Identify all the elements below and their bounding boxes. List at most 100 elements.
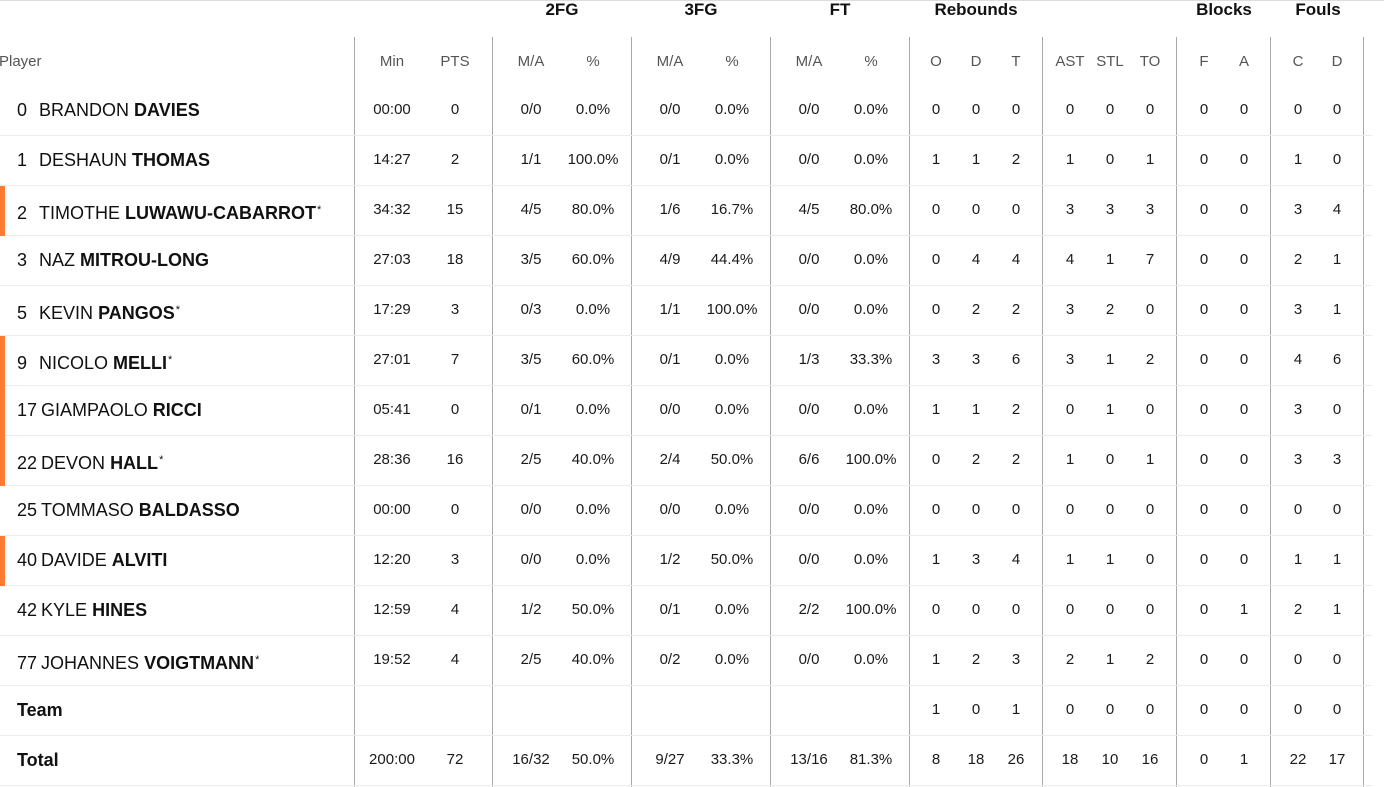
player-row[interactable]: 25 TOMMASO BALDASSO 00:00 0 0/0 0.0% 0/0 0.0% 0/… [0,486,1372,536]
column-header-blk-f[interactable]: F [1199,53,1209,70]
on-court-indicator [0,386,5,436]
stat-foul-d: 1 [1332,301,1342,318]
column-header-stl[interactable]: STL [1096,53,1124,70]
stat-foul-c: 4 [1293,351,1303,368]
stat-ft-ma: 0/0 [798,101,820,118]
row-divider [0,535,1372,536]
stat-ft-ma: 0/0 [798,151,820,168]
group-header-rebounds: Rebounds [934,0,1018,19]
player-name[interactable]: 22 DEVON HALL* [17,436,163,486]
stat-to: 1 [1145,451,1155,468]
column-header-fg3-ma[interactable]: M/A [656,53,684,70]
column-header-fg2-pct[interactable]: % [586,53,600,70]
stat-blk-a: 0 [1239,351,1249,368]
column-header-ft-ma[interactable]: M/A [795,53,823,70]
group-header-fouls: Fouls [1295,0,1341,19]
column-header-foul-d[interactable]: D [1331,53,1343,70]
player-row[interactable]: 17 GIAMPAOLO RICCI 05:41 0 0/1 0.0% 0/0 0.0% 0/0… [0,386,1372,436]
column-header-reb-o[interactable]: O [930,53,942,70]
stat-fg3-pct: 0.0% [714,651,750,668]
stat-to: 2 [1145,351,1155,368]
stat-fg2-pct: 60.0% [571,351,615,368]
player-name[interactable]: 25 TOMMASO BALDASSO [17,486,240,536]
stat-blk-a: 1 [1239,751,1249,768]
stat-min: 14:27 [373,151,411,168]
column-header-fg3-pct[interactable]: % [725,53,739,70]
column-divider [770,37,771,787]
column-header-ft-pct[interactable]: % [864,53,878,70]
player-name[interactable]: 77 JOHANNES VOIGTMANN* [17,636,259,686]
player-first-name: TIMOTHE [39,203,121,223]
row-divider [0,235,1372,236]
player-number: 0 [17,100,28,120]
stat-min: 27:03 [373,251,411,268]
player-name[interactable]: 0 BRANDON DAVIES [17,86,200,136]
stat-reb-o: 0 [931,601,941,618]
stat-ft-ma: 0/0 [798,251,820,268]
column-header-ast[interactable]: AST [1055,53,1085,70]
player-first-name: TOMMASO [41,500,134,520]
stat-ast: 3 [1065,301,1075,318]
column-header-foul-c[interactable]: C [1292,53,1304,70]
player-name[interactable]: 2 TIMOTHE LUWAWU-CABARROT* [17,186,321,236]
player-name[interactable]: 5 KEVIN PANGOS* [17,286,180,336]
column-header-to[interactable]: TO [1139,53,1161,70]
player-row[interactable]: 40 DAVIDE ALVITI 12:20 3 0/0 0.0% 1/2 50.0% 0/0 0… [0,536,1372,586]
player-row[interactable]: 5 KEVIN PANGOS* 17:29 3 0/3 0.0% 1/1 100.0% 0/0 0… [0,286,1372,336]
player-last-name: MITROU-LONG [80,250,210,270]
player-row[interactable]: 77 JOHANNES VOIGTMANN* 19:52 4 2/5 40.0% 0/2 0.… [0,636,1372,686]
player-name[interactable]: 42 KYLE HINES [17,586,147,636]
stat-reb-t: 0 [1011,101,1021,118]
stat-reb-o: 0 [931,451,941,468]
stat-ft-ma: 4/5 [798,201,820,218]
column-header-blk-a[interactable]: A [1238,53,1249,70]
player-last-name: PANGOS [98,303,175,323]
stat-reb-d: 3 [971,351,981,368]
stat-min: 19:52 [373,651,411,668]
row-divider [0,285,1372,286]
stat-blk-f: 0 [1199,501,1209,518]
stat-fg2-ma: 0/0 [520,501,542,518]
stat-fg2-pct: 40.0% [571,651,615,668]
total-row[interactable]: Total 200:00 72 16/32 50.0% 9/27 33.3% 13/16 81.… [0,736,1372,786]
player-row[interactable]: 22 DEVON HALL* 28:36 16 2/5 40.0% 2/4 50.0% 6/6 1… [0,436,1372,486]
player-row[interactable]: 1 DESHAUN THOMAS 14:27 2 1/1 100.0% 0/1 0.0% 0/0… [0,136,1372,186]
player-name[interactable]: 9 NICOLO MELLI* [17,336,172,386]
stat-blk-a: 0 [1239,501,1249,518]
column-divider [492,37,493,787]
stat-fg2-ma: 1/1 [520,151,542,168]
player-row[interactable]: 42 KYLE HINES 12:59 4 1/2 50.0% 0/1 0.0% 2/2 100.… [0,586,1372,636]
column-header-reb-t[interactable]: T [1011,53,1021,70]
stat-to: 2 [1145,651,1155,668]
stat-reb-d: 2 [971,301,981,318]
column-header-player[interactable]: Player [0,53,42,70]
player-name[interactable]: 40 DAVIDE ALVITI [17,536,167,586]
team-row[interactable]: Team 1 0 1 0 0 0 0 0 0 0 [0,686,1372,736]
stat-foul-c: 0 [1293,101,1303,118]
stat-to: 3 [1145,201,1155,218]
player-last-name: ALVITI [111,550,168,570]
stat-reb-d: 1 [971,151,981,168]
team-label: Team [17,700,63,720]
player-row[interactable]: 3 NAZ MITROU-LONG 27:03 18 3/5 60.0% 4/9 44.4% 0… [0,236,1372,286]
stat-fg3-ma: 0/1 [659,601,681,618]
player-name[interactable]: 1 DESHAUN THOMAS [17,136,210,186]
player-name[interactable]: 3 NAZ MITROU-LONG [17,236,209,286]
column-header-reb-d[interactable]: D [970,53,982,70]
stat-fg2-pct: 50.0% [571,751,615,768]
player-row[interactable]: 0 BRANDON DAVIES 00:00 0 0/0 0.0% 0/0 0.0% 0/0 0.… [0,86,1372,136]
stat-reb-d: 3 [971,551,981,568]
column-header-fg2-ma[interactable]: M/A [517,53,545,70]
column-header-pts[interactable]: PTS [440,53,470,70]
player-row[interactable]: 9 NICOLO MELLI* 27:01 7 3/5 60.0% 0/1 0.0% 1/3 33… [0,336,1372,386]
column-header-min[interactable]: Min [379,53,405,70]
column-divider [1176,37,1177,787]
stat-pts: 7 [450,351,460,368]
stat-blk-f: 0 [1199,601,1209,618]
row-divider [0,585,1372,586]
stat-to: 0 [1145,101,1155,118]
player-row[interactable]: 2 TIMOTHE LUWAWU-CABARROT* 34:32 15 4/5 80.0%… [0,186,1372,236]
stat-ast: 3 [1065,351,1075,368]
stat-ft-ma: 0/0 [798,651,820,668]
player-name[interactable]: 17 GIAMPAOLO RICCI [17,386,202,436]
